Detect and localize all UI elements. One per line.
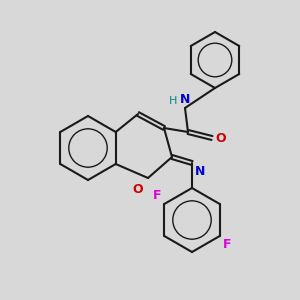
Text: O: O xyxy=(215,131,226,145)
Text: H: H xyxy=(169,96,177,106)
Text: O: O xyxy=(132,183,143,196)
Text: F: F xyxy=(223,238,231,251)
Text: F: F xyxy=(153,189,161,202)
Text: N: N xyxy=(180,93,190,106)
Text: N: N xyxy=(195,165,206,178)
